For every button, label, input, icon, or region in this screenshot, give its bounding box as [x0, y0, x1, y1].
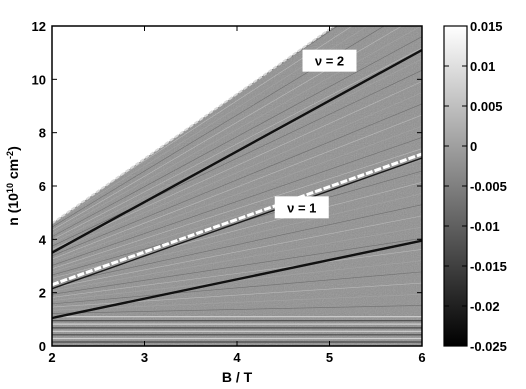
x-tick-label: 4: [233, 350, 241, 365]
colorbar-tick-label: -0.025: [470, 339, 507, 354]
fan-line: [52, 260, 422, 301]
colorbar: 0.015 0.01 0.005 0 -0.005 -0.01 -0.015 -0.02 -0.…: [443, 19, 507, 354]
fan-line: [52, 81, 422, 250]
x-axis-ticks: 2 3 4 5 6: [48, 26, 426, 365]
feature-lines: [52, 48, 422, 320]
colorbar-tick-label: -0.02: [470, 299, 500, 314]
fan-line: [52, 26, 422, 228]
x-tick-label: 3: [141, 350, 148, 365]
fan-line: [52, 26, 422, 231]
fan-line: [52, 159, 422, 273]
x-tick-label: 5: [326, 350, 333, 365]
fan-line: [52, 26, 422, 234]
fan-line: [52, 26, 422, 225]
horizontal-bands: [52, 316, 422, 343]
annotations: ν = 2 ν = 1: [274, 49, 357, 219]
nu1-dark-line: [52, 239, 422, 320]
fan-line: [52, 293, 422, 311]
y-tick-label: 10: [32, 72, 46, 87]
fan-line: [52, 69, 422, 247]
colorbar-tick-label: 0.01: [470, 59, 495, 74]
y-tick-label: 12: [32, 19, 46, 34]
fan-line: [52, 282, 422, 308]
fan-line: [52, 47, 422, 241]
y-tick-label: 4: [39, 232, 47, 247]
fan-line: [52, 204, 422, 285]
nu1-white-line: [52, 152, 422, 287]
y-tick-label: 6: [39, 179, 46, 194]
fan-line: [52, 249, 422, 298]
fan-line: [52, 103, 422, 257]
colorbar-ticks: 0.015 0.01 0.005 0 -0.005 -0.01 -0.015 -0.02 -0.…: [444, 19, 507, 354]
y-axis-ticks: 0 2 4 6 8 10 12: [32, 19, 422, 354]
x-axis-title: B / T: [222, 369, 253, 385]
colorbar-tick-label: -0.015: [470, 259, 507, 274]
y-axis-title: n (1010 cm-2): [5, 146, 21, 226]
fan-line: [52, 114, 422, 260]
colorbar-tick-label: 0.005: [470, 99, 503, 114]
upper-edge-line: [52, 26, 335, 225]
annotation-box: [302, 49, 357, 72]
nu1-shadow-line: [52, 157, 422, 290]
fan-line: [52, 237, 422, 295]
fan-line: [52, 271, 422, 305]
colorbar-tick-label: 0.015: [470, 19, 503, 34]
colorbar-tick-label: -0.01: [470, 219, 500, 234]
x-tick-label: 6: [418, 350, 425, 365]
annotation-box: [274, 196, 329, 219]
y-tick-label: 0: [39, 339, 46, 354]
plot-area: [51, 25, 423, 347]
nu2-dark-line: [52, 48, 422, 254]
fan-line: [52, 148, 422, 269]
annotation-label: ν = 2: [315, 54, 344, 69]
x-tick-label: 2: [48, 350, 55, 365]
fan-line: [52, 137, 422, 266]
annotation-label: ν = 1: [287, 200, 316, 215]
fan-line: [52, 226, 422, 292]
fan-line: [52, 92, 422, 253]
colorbar-tick-label: 0: [470, 139, 477, 154]
fan-line: [52, 36, 422, 237]
colorbar-tick-label: -0.005: [470, 179, 507, 194]
y-tick-label: 8: [39, 126, 46, 141]
y-tick-label: 2: [39, 286, 46, 301]
fan-line: [52, 305, 422, 314]
fan-line: [52, 125, 422, 263]
fan-line: [52, 215, 422, 289]
